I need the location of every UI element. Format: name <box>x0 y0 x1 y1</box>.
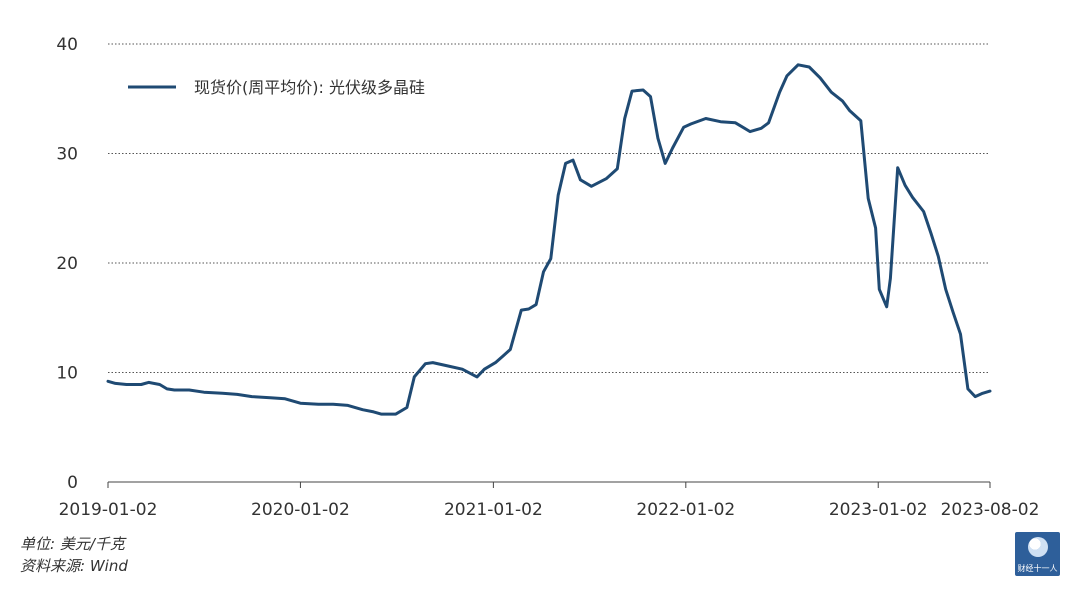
x-tick-label: 2019-01-02 <box>59 500 158 520</box>
gridlines <box>108 43 990 373</box>
y-tick-label: 40 <box>56 35 78 55</box>
globe-icon <box>1028 537 1048 557</box>
x-axis: 2019-01-02 2020-01-02 2021-01-02 2022-01-02… <box>59 481 1040 520</box>
series-layer <box>106 63 992 416</box>
brand-logo: 财经十一人 <box>1015 532 1060 576</box>
y-axis: 0 10 20 30 40 <box>56 35 78 493</box>
x-tick-label: 2022-01-02 <box>636 500 735 520</box>
unit-note: 单位: 美元/千克 <box>20 535 125 553</box>
x-tick-label: 2023-01-02 <box>829 500 928 520</box>
y-tick-label: 10 <box>56 364 78 384</box>
legend-label: 现货价(周平均价): 光伏级多晶硅 <box>194 78 425 97</box>
x-tick-label: 2023-08-02 <box>941 500 1040 520</box>
x-tick-label: 2020-01-02 <box>251 500 350 520</box>
y-tick-label: 30 <box>56 145 78 165</box>
source-note: 资料来源: Wind <box>20 557 128 575</box>
legend: 现货价(周平均价): 光伏级多晶硅 <box>128 78 425 97</box>
logo-text: 财经十一人 <box>1017 564 1058 573</box>
y-tick-label: 20 <box>56 254 78 274</box>
y-tick-label: 0 <box>67 473 78 493</box>
x-tick-label: 2021-01-02 <box>444 500 543 520</box>
series-line <box>106 63 992 416</box>
